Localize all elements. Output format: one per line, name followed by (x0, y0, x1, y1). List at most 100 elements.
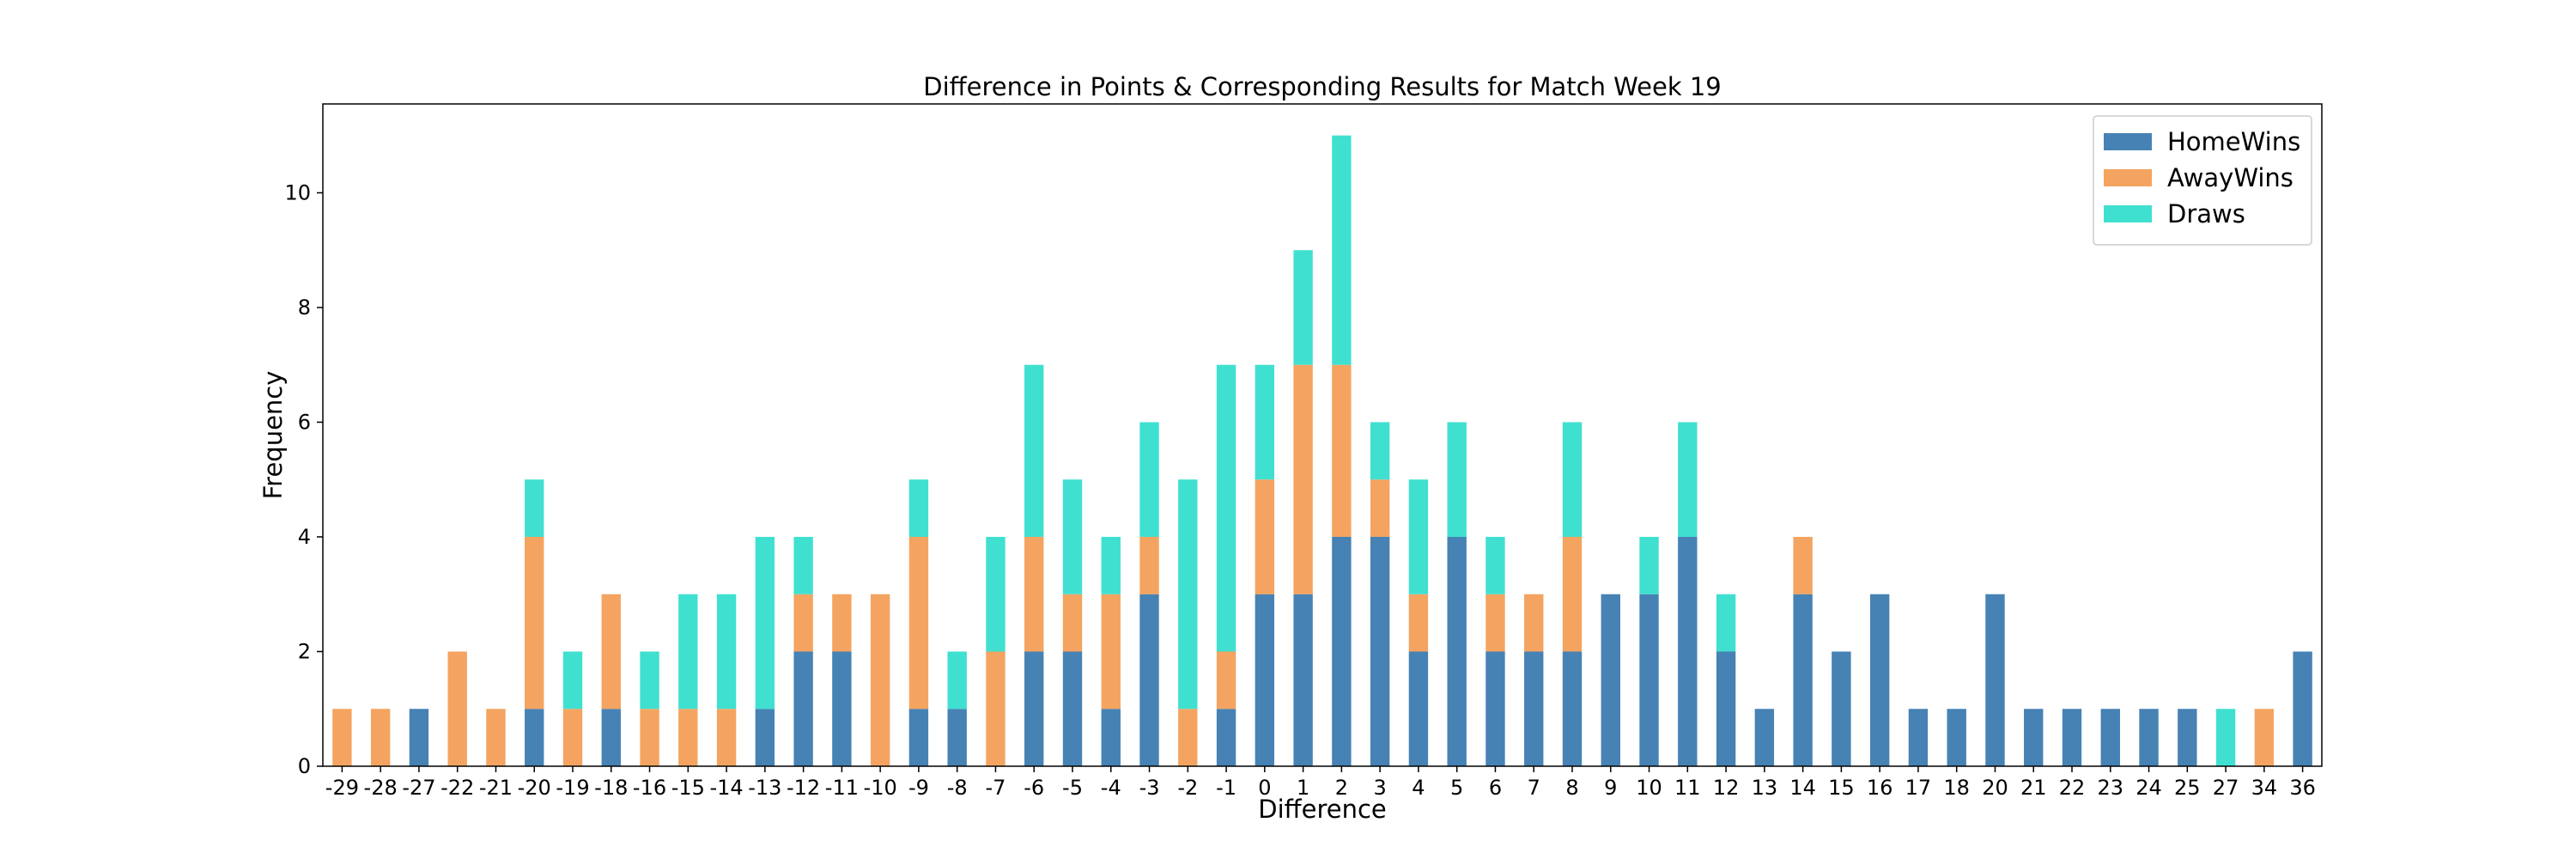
bar-draws--6 (1024, 364, 1044, 537)
x-tick-label: -29 (325, 776, 359, 800)
bar-draws--7 (986, 536, 1005, 652)
legend-label-draws: Draws (2167, 199, 2245, 228)
bar-awaywins--15 (678, 709, 698, 766)
bar-draws-10 (1639, 536, 1659, 594)
bar-awaywins--16 (640, 709, 659, 766)
x-tick-label: 12 (1713, 776, 1740, 800)
bar-homewins-1 (1293, 594, 1313, 766)
bar-homewins--5 (1062, 651, 1083, 766)
bar-draws-3 (1370, 422, 1390, 480)
x-tick-label: 10 (1636, 776, 1662, 800)
x-tick-label: -2 (1177, 776, 1198, 800)
bar-homewins-2 (1332, 536, 1352, 766)
bar-homewins-12 (1716, 651, 1736, 766)
x-tick-label: -27 (402, 776, 435, 800)
bar-draws--13 (755, 536, 775, 710)
x-tick-label: 25 (2174, 776, 2201, 800)
bar-awaywins--2 (1178, 709, 1198, 766)
y-tick-label: 0 (298, 754, 311, 778)
x-tick-label: 21 (2020, 776, 2047, 800)
bar-awaywins--29 (332, 709, 352, 766)
bar-homewins--3 (1139, 594, 1159, 766)
x-tick-label: 34 (2251, 776, 2278, 800)
bar-homewins--11 (832, 651, 852, 766)
x-tick-label: -20 (518, 776, 551, 800)
bar-draws--12 (793, 536, 813, 594)
bar-homewins--27 (409, 709, 429, 766)
bar-awaywins--4 (1101, 594, 1121, 710)
bar-homewins-17 (1908, 709, 1929, 766)
bar-draws--2 (1178, 479, 1198, 710)
bar-homewins--4 (1101, 709, 1121, 766)
bar-awaywins-2 (1332, 364, 1352, 537)
x-tick-label: -19 (556, 776, 589, 800)
ticks-layer: -29 -28 -27 -22 -21 -20 -19 -18 -16 -15 -14 -13 -12-… (284, 180, 2315, 800)
bar-homewins-5 (1447, 536, 1467, 766)
x-tick-label: 23 (2097, 776, 2123, 800)
bar-homewins--20 (525, 709, 544, 766)
bar-homewins-36 (2293, 651, 2312, 766)
x-tick-label: 22 (2059, 776, 2086, 800)
x-tick-label: 1 (1297, 776, 1309, 800)
bar-homewins--8 (947, 709, 967, 766)
x-tick-label: 2 (1335, 776, 1348, 800)
y-tick-label: 2 (298, 639, 311, 663)
bar-awaywins--19 (562, 709, 583, 766)
bar-awaywins-1 (1293, 364, 1313, 594)
x-tick-label: 4 (1412, 776, 1425, 800)
x-tick-label: -10 (864, 776, 897, 800)
x-tick-label: -22 (440, 776, 474, 800)
bar-draws--9 (908, 479, 929, 537)
x-tick-label: -1 (1216, 776, 1236, 800)
bar-awaywins-6 (1485, 594, 1505, 652)
bar-draws-0 (1255, 364, 1275, 480)
bar-homewins-20 (1985, 594, 2005, 766)
x-tick-label: -11 (825, 776, 859, 800)
x-axis-title: Difference (1258, 795, 1387, 824)
x-tick-label: -21 (479, 776, 513, 800)
bar-homewins--18 (601, 709, 621, 766)
x-tick-label: -6 (1024, 776, 1044, 800)
bar-awaywins--18 (601, 594, 621, 710)
x-tick-label: 18 (1943, 776, 1970, 800)
bar-awaywins--14 (716, 709, 737, 766)
bar-draws-8 (1562, 422, 1583, 537)
x-tick-label: -5 (1062, 776, 1083, 800)
bar-draws--3 (1139, 422, 1159, 537)
bar-draws--15 (678, 594, 698, 710)
bar-draws-5 (1447, 422, 1467, 537)
legend-label-awaywins: AwayWins (2167, 163, 2293, 192)
x-tick-label: -9 (908, 776, 929, 800)
bar-homewins-0 (1255, 594, 1275, 766)
bar-homewins-6 (1485, 651, 1505, 766)
bar-homewins--12 (793, 651, 813, 766)
x-tick-label: 9 (1604, 776, 1617, 800)
x-tick-label: -15 (671, 776, 705, 800)
bar-homewins-8 (1562, 651, 1583, 766)
bar-homewins--1 (1216, 709, 1236, 766)
y-tick-label: 4 (298, 525, 311, 549)
x-tick-label: 24 (2136, 776, 2162, 800)
bar-homewins-14 (1793, 594, 1813, 766)
x-tick-label: -16 (633, 776, 666, 800)
x-tick-label: -14 (709, 776, 743, 800)
bar-awaywins--22 (447, 651, 467, 766)
y-tick-label: 8 (298, 295, 311, 320)
x-tick-label: 16 (1867, 776, 1893, 800)
y-tick-label: 10 (284, 180, 311, 204)
bar-homewins--13 (755, 709, 775, 766)
x-tick-label: 3 (1374, 776, 1387, 800)
y-axis-title: Frequency (258, 371, 288, 500)
x-tick-label: 15 (1828, 776, 1855, 800)
bar-awaywins-34 (2254, 709, 2275, 766)
bar-awaywins-7 (1524, 594, 1544, 652)
bar-draws-6 (1485, 536, 1505, 594)
plot-frame (322, 103, 2323, 767)
bar-draws-4 (1408, 479, 1429, 594)
x-tick-label: 5 (1450, 776, 1463, 800)
bar-awaywins--11 (832, 594, 852, 652)
x-tick-label: 20 (1982, 776, 2008, 800)
x-tick-label: 14 (1789, 776, 1816, 800)
bar-awaywins--5 (1062, 594, 1083, 652)
